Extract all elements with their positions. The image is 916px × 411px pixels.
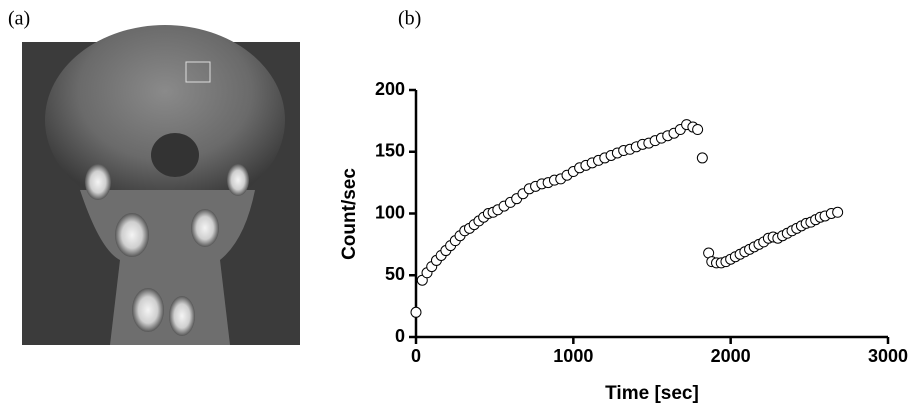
data-point: [696, 152, 708, 164]
y-tick-label: 0: [395, 326, 405, 346]
x-tick-label: 0: [411, 346, 421, 366]
y-tick-label: 150: [375, 141, 405, 161]
y-axis-label: Count/sec: [339, 168, 360, 260]
data-point: [410, 306, 422, 318]
y-tick-label: 50: [385, 264, 405, 284]
x-axis-label: Time [sec]: [605, 383, 699, 404]
panel-label: (b): [398, 8, 421, 30]
data-point: [832, 206, 844, 218]
y-tick-label: 100: [375, 202, 405, 222]
x-tick-label: 1000: [553, 346, 593, 366]
panel-label: (a): [8, 8, 30, 30]
scan-image: [22, 25, 300, 345]
x-tick-label: 3000: [868, 346, 908, 366]
data-point: [692, 124, 704, 136]
y-tick-label: 200: [375, 79, 405, 99]
x-tick-label: 2000: [711, 346, 751, 366]
